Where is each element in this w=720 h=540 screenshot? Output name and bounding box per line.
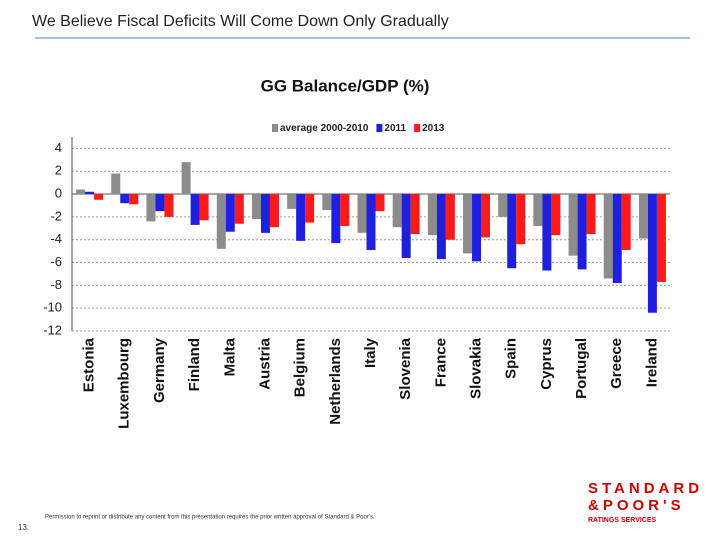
- bar: [638, 194, 648, 239]
- bar: [647, 194, 657, 313]
- bar: [392, 194, 402, 228]
- bar: [94, 194, 104, 200]
- x-tick-label: France: [432, 338, 449, 387]
- bar: [621, 194, 631, 250]
- bar: [603, 194, 613, 279]
- x-tick-label: Luxembourg: [116, 338, 133, 429]
- legend-swatch: [376, 124, 383, 132]
- x-tick-label: Greece: [608, 338, 625, 389]
- y-tick-label: 2: [55, 163, 62, 178]
- x-tick-label: Spain: [503, 338, 520, 379]
- bar: [445, 194, 455, 240]
- x-tick-label: Italy: [362, 337, 379, 368]
- bar: [260, 194, 270, 233]
- bar: [410, 194, 420, 234]
- x-tick-label: Belgium: [292, 338, 309, 397]
- bar: [577, 194, 587, 270]
- bar: [542, 194, 552, 271]
- y-tick-label: -10: [43, 300, 62, 315]
- bar: [120, 194, 130, 204]
- bar: [111, 173, 121, 195]
- bar: [199, 194, 209, 221]
- footer-note: Permission to reprint or distribute any …: [45, 515, 375, 521]
- bar: [472, 194, 482, 262]
- bar: [216, 194, 226, 249]
- y-tick-label: -4: [50, 231, 62, 246]
- bar: [296, 194, 306, 241]
- bar: [436, 194, 446, 260]
- y-tick-label: -6: [50, 254, 62, 269]
- logo-line: &POOR'S: [588, 497, 685, 514]
- y-tick-label: -2: [50, 208, 62, 223]
- x-tick-label: Ireland: [643, 338, 660, 387]
- bar: [656, 194, 666, 282]
- bar: [375, 194, 385, 212]
- y-tick-label: -8: [50, 277, 62, 292]
- bar: [463, 194, 473, 254]
- x-tick-label: Netherlands: [327, 338, 344, 425]
- y-tick-label: 4: [55, 140, 62, 155]
- bar: [551, 194, 561, 236]
- bar: [251, 194, 261, 220]
- bar: [287, 194, 297, 209]
- bar: [269, 194, 279, 228]
- bar: [533, 194, 543, 227]
- legend-label: 2011: [384, 123, 406, 134]
- bar: [586, 194, 596, 234]
- bar: [401, 194, 411, 258]
- bar: [164, 194, 174, 217]
- bar: [225, 194, 235, 232]
- bar: [146, 194, 156, 222]
- slide-title: We Believe Fiscal Deficits Will Come Dow…: [32, 13, 449, 30]
- legend-swatch: [272, 124, 278, 132]
- legend-swatch: [414, 124, 421, 132]
- bar: [612, 194, 622, 284]
- bar: [516, 194, 526, 245]
- x-tick-label: Portugal: [573, 338, 590, 399]
- x-tick-label: Cyprus: [538, 338, 555, 390]
- chart-title: GG Balance/GDP (%): [261, 76, 430, 95]
- legend-label: 2013: [422, 123, 445, 134]
- bar: [305, 194, 315, 223]
- x-tick-label: Austria: [256, 337, 273, 389]
- x-tick-label: Finland: [186, 338, 203, 391]
- legend-label: average 2000-2010: [280, 123, 369, 134]
- y-tick-label: 0: [55, 185, 62, 200]
- bar: [234, 194, 244, 224]
- bar: [507, 194, 517, 269]
- page-number: 13.: [18, 523, 29, 532]
- x-tick-label: Slovakia: [467, 337, 484, 399]
- bar: [498, 194, 508, 217]
- logo-line: RATINGS SERVICES: [588, 517, 657, 524]
- x-tick-label: Slovenia: [397, 337, 414, 399]
- bar: [190, 194, 200, 225]
- bar: [366, 194, 376, 250]
- x-tick-label: Estonia: [81, 337, 98, 392]
- bar: [331, 194, 341, 244]
- bar: [322, 194, 332, 211]
- bar: [340, 194, 350, 227]
- bar: [155, 194, 165, 212]
- bar: [427, 194, 437, 236]
- x-tick-label: Malta: [221, 337, 238, 376]
- bar: [181, 162, 191, 195]
- logo-line: STANDARD: [588, 480, 703, 497]
- bar: [568, 194, 578, 256]
- bar: [357, 194, 367, 233]
- bar: [481, 194, 491, 238]
- bar: [76, 189, 86, 195]
- bar: [85, 191, 95, 195]
- bar: [129, 194, 139, 205]
- x-tick-label: Germany: [151, 337, 168, 403]
- y-tick-label: -12: [43, 322, 62, 337]
